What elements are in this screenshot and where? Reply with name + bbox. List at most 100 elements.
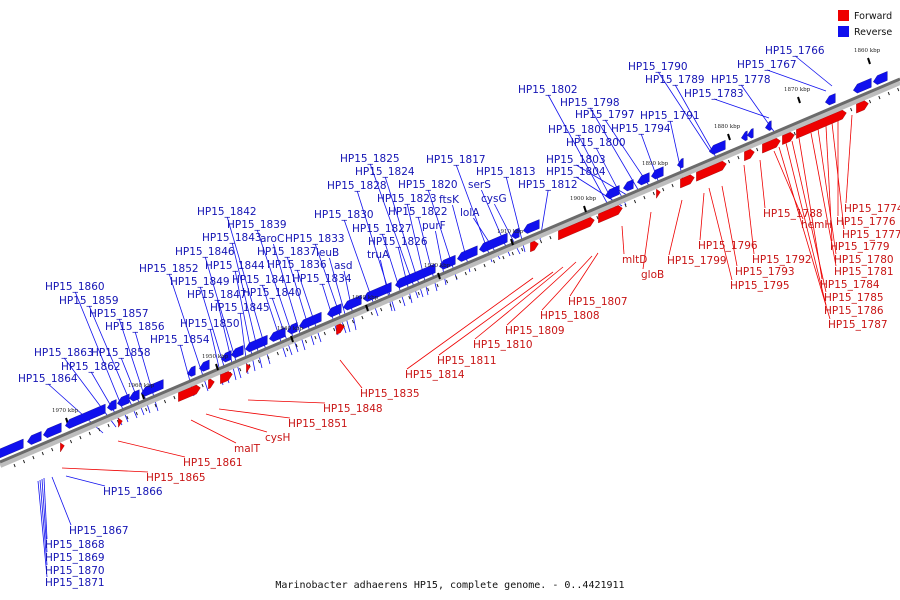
axis-major-tick — [510, 238, 514, 246]
axis-minor-tick — [333, 327, 336, 332]
reverse-gene-arrow — [129, 389, 140, 402]
reverse-label-hp15-1822: HP15_1822 — [388, 206, 448, 218]
axis-major-tick — [583, 205, 587, 213]
reverse-label-hp15-1860: HP15_1860 — [45, 281, 105, 293]
axis-minor-tick — [145, 407, 148, 412]
forward-leader-lines — [61, 114, 853, 473]
reverse-label-hp15-1778: HP15_1778 — [711, 74, 771, 86]
reverse-label-hp15-1869: HP15_1869 — [45, 552, 105, 564]
scale-label-1930-kbp: 1930 kbp — [352, 295, 379, 301]
axis-minor-tick — [126, 415, 129, 420]
scale-label-1870-kbp: 1870 kbp — [784, 87, 811, 93]
forward-gene-arrow — [208, 378, 215, 390]
axis-major-tick — [365, 304, 369, 312]
forward-gene-arrow — [696, 160, 727, 182]
scale-label-1880-kbp: 1880 kbp — [714, 124, 741, 130]
reverse-label-hp15-1841: HP15_1841 — [232, 274, 292, 286]
forward-gene-arrow — [782, 131, 795, 145]
reverse-label-hp15-1823: HP15_1823 — [377, 193, 437, 205]
reverse-gene-arrow — [287, 322, 298, 335]
axis-minor-tick — [88, 431, 91, 436]
forward-gene-arrow — [246, 363, 251, 374]
forward-leader-hp15-1796 — [699, 192, 705, 241]
axis-minor-tick — [793, 131, 796, 136]
reverse-leader-ftsk — [452, 204, 471, 273]
forward-label-hp15-1865: HP15_1865 — [146, 472, 206, 484]
forward-gene-arrow — [680, 174, 695, 189]
forward-label-hp15-1774: HP15_1774 — [844, 203, 900, 215]
reverse-label-hp15-1862: HP15_1862 — [61, 361, 121, 373]
axis-minor-tick — [727, 159, 731, 164]
scale-labels: 1860 kbp 1870 kbp 1880 kbp 1890 kbp 1900 kbp… — [52, 48, 881, 414]
forward-leader-malt — [190, 419, 237, 444]
scale-label-1920-kbp: 1920 kbp — [424, 263, 451, 269]
reverse-label-hp15-1854: HP15_1854 — [150, 334, 210, 346]
axis-minor-tick — [41, 451, 44, 456]
axis-minor-tick — [380, 307, 383, 312]
forward-leader-hp15-1807 — [569, 252, 599, 297]
forward-label-hp15-1835: HP15_1835 — [360, 388, 420, 400]
forward-label-hp15-1814: HP15_1814 — [405, 369, 465, 381]
axis-minor-tick — [483, 263, 486, 268]
forward-leader-hp15-1808 — [541, 255, 593, 311]
reverse-leader-hp15-1790 — [657, 71, 711, 152]
axis-minor-tick — [239, 367, 242, 372]
forward-leader-hp15-1799 — [668, 199, 683, 256]
reverse-label-hp15-1834: HP15_1834 — [292, 273, 352, 285]
reverse-label-hp15-1866: HP15_1866 — [103, 486, 163, 498]
reverse-label-hp15-1783: HP15_1783 — [684, 88, 744, 100]
legend-forward-label: Forward — [854, 11, 892, 22]
axis-minor-tick — [32, 455, 35, 460]
reverse-gene-arrow — [709, 139, 726, 155]
forward-label-hp15-1780: HP15_1780 — [834, 254, 894, 266]
reverse-leader-hp15-1871 — [37, 480, 48, 578]
axis-minor-tick — [51, 447, 54, 452]
reverse-label-hp15-1858: HP15_1858 — [91, 347, 151, 359]
reverse-label-hp15-1800: HP15_1800 — [566, 137, 626, 149]
axis-minor-tick — [756, 147, 759, 152]
reverse-leader-hp15-1867 — [51, 476, 72, 526]
reverse-label-hp15-1790: HP15_1790 — [628, 61, 688, 73]
reverse-leader-hp15-1857 — [118, 318, 151, 414]
forward-leader-mltd — [621, 225, 625, 255]
reverse-leader-hp15-1868 — [43, 477, 48, 540]
genome-axis — [0, 77, 900, 468]
axis-minor-tick — [737, 155, 740, 160]
axis-minor-tick — [173, 395, 176, 400]
forward-leader-hp15-1851 — [218, 408, 291, 419]
axis-minor-tick — [69, 439, 73, 444]
reverse-gene-arrow — [343, 294, 362, 311]
axis-minor-tick — [304, 339, 308, 344]
forward-label-hp15-1848: HP15_1848 — [323, 403, 383, 415]
forward-gene-arrow — [178, 384, 201, 402]
axis-minor-tick — [154, 403, 157, 408]
reverse-label-hp15-1843: HP15_1843 — [202, 232, 262, 244]
reverse-gene-arrow — [853, 77, 872, 94]
reverse-label-ftsk: ftsK — [439, 194, 460, 206]
axis-major-tick — [797, 96, 801, 104]
reverse-label-hp15-1850: HP15_1850 — [180, 318, 240, 330]
forward-leader-hemh — [773, 150, 804, 220]
forward-leader-hp15-1861 — [117, 440, 186, 458]
forward-leader-hp15-1809 — [506, 261, 577, 326]
axis-minor-tick — [79, 435, 82, 440]
reverse-gene-arrow — [107, 399, 117, 411]
forward-gene-arrow — [60, 442, 65, 453]
reverse-label-leub: leuB — [316, 247, 339, 259]
reverse-label-aroc: aroC — [260, 233, 284, 245]
reverse-label-hp15-1804: HP15_1804 — [546, 166, 606, 178]
forward-label-hp15-1781: HP15_1781 — [834, 266, 894, 278]
reverse-label-hp15-1836: HP15_1836 — [267, 259, 327, 271]
axis-minor-tick — [398, 299, 402, 304]
reverse-gene-arrow — [363, 282, 392, 302]
reverse-label-hp15-1812: HP15_1812 — [518, 179, 578, 191]
forward-leader-hp15-1792 — [743, 164, 755, 255]
reverse-label-hp15-1794: HP15_1794 — [611, 123, 671, 135]
axis-minor-tick — [427, 287, 430, 292]
reverse-gene-arrow — [765, 120, 772, 131]
forward-label-mltd: mltD — [622, 254, 647, 266]
reverse-gene-arrow — [651, 166, 664, 180]
reverse-label-hp15-1789: HP15_1789 — [645, 74, 705, 86]
axis-minor-tick — [22, 459, 26, 464]
